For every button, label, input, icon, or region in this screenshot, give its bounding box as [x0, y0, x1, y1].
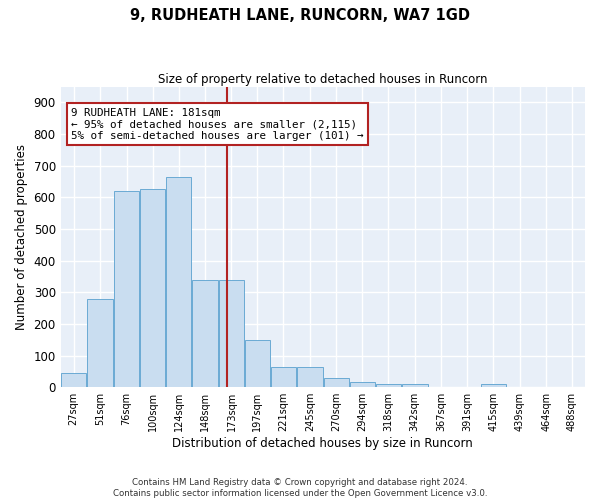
Bar [114, 191, 139, 387]
Bar [245, 340, 270, 387]
Y-axis label: Number of detached properties: Number of detached properties [15, 144, 28, 330]
Bar [219, 280, 244, 387]
Bar [401, 384, 428, 387]
Text: 9, RUDHEATH LANE, RUNCORN, WA7 1GD: 9, RUDHEATH LANE, RUNCORN, WA7 1GD [130, 8, 470, 22]
Bar [166, 177, 191, 387]
Bar [297, 366, 323, 387]
Text: Contains HM Land Registry data © Crown copyright and database right 2024.
Contai: Contains HM Land Registry data © Crown c… [113, 478, 487, 498]
Bar [324, 378, 349, 387]
X-axis label: Distribution of detached houses by size in Runcorn: Distribution of detached houses by size … [172, 437, 473, 450]
Bar [481, 384, 506, 387]
Bar [140, 190, 165, 387]
Bar [350, 382, 375, 387]
Bar [271, 366, 296, 387]
Title: Size of property relative to detached houses in Runcorn: Size of property relative to detached ho… [158, 72, 488, 86]
Text: 9 RUDHEATH LANE: 181sqm
← 95% of detached houses are smaller (2,115)
5% of semi-: 9 RUDHEATH LANE: 181sqm ← 95% of detache… [71, 108, 364, 141]
Bar [61, 373, 86, 387]
Bar [376, 384, 401, 387]
Bar [87, 298, 113, 387]
Bar [192, 280, 218, 387]
